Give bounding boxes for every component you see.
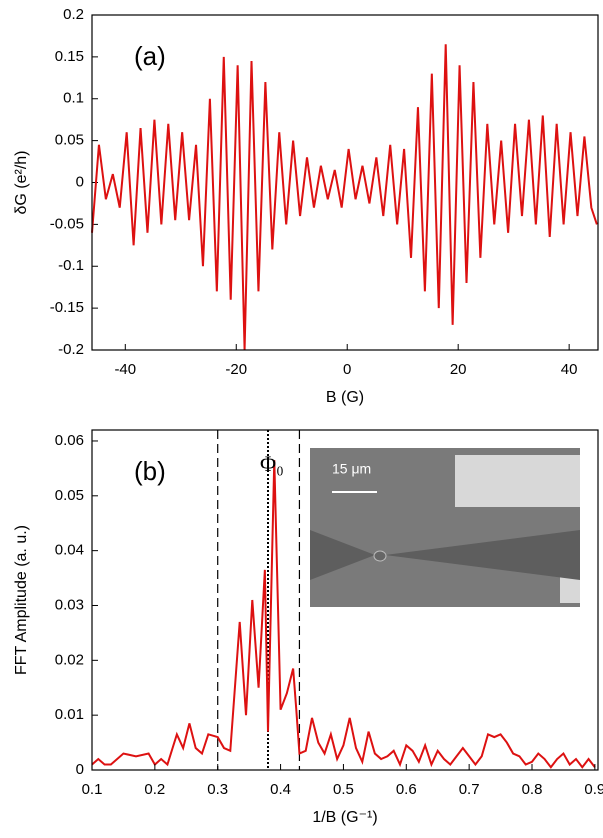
inset-image: 15 μm [310,448,580,607]
y-tick-label: 0.15 [55,48,84,65]
data-line [91,460,596,769]
y-tick-label: 0.01 [55,706,84,723]
scale-label: 15 μm [332,461,371,477]
y-tick-label: 0.04 [55,542,84,559]
x-tick-label: 0.6 [396,781,417,798]
x-tick-label: 0.8 [522,781,543,798]
panel-label: (a) [134,41,166,71]
x-tick-label: -20 [225,361,247,378]
y-tick-label: -0.05 [50,215,84,232]
x-tick-label: 0.1 [82,781,103,798]
y-tick-label: 0.02 [55,651,84,668]
x-tick-label: 0.9 [584,781,603,798]
y-tick-label: 0 [76,173,84,190]
y-tick-label: 0 [76,761,84,778]
y-tick-label: 0.03 [55,596,84,613]
y-tick-label: -0.15 [50,299,84,316]
x-tick-label: 0.7 [459,781,480,798]
x-tick-label: 0.5 [333,781,354,798]
x-tick-label: 0 [343,361,351,378]
y-axis-title: δG (e²/h) [13,150,30,214]
inset-lead [310,530,375,580]
inset-lead [385,530,580,580]
inset-ring [373,550,387,562]
y-tick-label: 0.05 [55,487,84,504]
y-tick-label: -0.1 [58,257,84,274]
y-tick-label: 0.06 [55,432,84,449]
data-line [91,44,598,351]
plot-frame [91,429,599,771]
x-tick-label: 0.3 [207,781,228,798]
y-tick-label: 0.05 [55,132,84,149]
plot-frame [91,14,599,351]
x-tick-label: -40 [114,361,136,378]
inset-pad [455,455,580,507]
x-axis-title: 1/B (G⁻¹) [312,809,377,826]
flux-quantum-label: Φ₀ [260,451,284,476]
y-tick-label: -0.2 [58,341,84,358]
x-tick-label: 20 [450,361,467,378]
panel-label: (b) [134,456,166,486]
x-tick-label: 0.2 [144,781,165,798]
x-axis-title: B (G) [326,389,364,406]
y-axis-title: FFT Amplitude (a. u.) [13,525,30,675]
x-tick-label: 40 [561,361,578,378]
y-tick-label: 0.1 [63,90,84,107]
y-tick-label: 0.2 [63,6,84,23]
x-tick-label: 0.4 [270,781,291,798]
